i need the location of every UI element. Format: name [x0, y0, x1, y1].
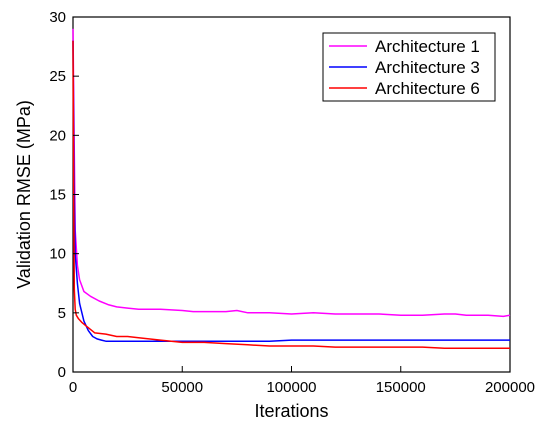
x-tick-label: 150000 [376, 379, 426, 396]
x-tick-label: 200000 [485, 379, 535, 396]
y-tick-label: 20 [49, 127, 66, 144]
x-axis: 0 50000 100000 150000 200000 [69, 366, 535, 396]
legend-label-2: Architecture 3 [375, 58, 480, 77]
y-tick-label: 30 [49, 9, 66, 26]
y-tick-label: 5 [58, 305, 66, 322]
y-tick-label: 15 [49, 187, 66, 204]
x-axis-title: Iterations [254, 401, 328, 421]
y-axis: 0 5 10 15 20 25 30 [49, 9, 79, 381]
series-layer [72, 28, 511, 350]
series-line-1 [72, 28, 511, 318]
legend: Architecture 1 Architecture 3 Architecture… [322, 32, 496, 102]
y-axis-title: Validation RMSE (MPa) [14, 100, 34, 289]
series-line-3 [72, 40, 510, 350]
x-tick-label: 100000 [266, 379, 316, 396]
y-tick-label: 25 [49, 68, 66, 85]
x-tick-label: 50000 [161, 379, 203, 396]
series-line-2 [72, 40, 510, 342]
legend-label-3: Architecture 6 [375, 79, 480, 98]
legend-label-1: Architecture 1 [375, 37, 480, 56]
y-tick-label: 10 [49, 246, 66, 263]
x-tick-label: 0 [69, 379, 77, 396]
y-tick-label: 0 [58, 364, 66, 381]
